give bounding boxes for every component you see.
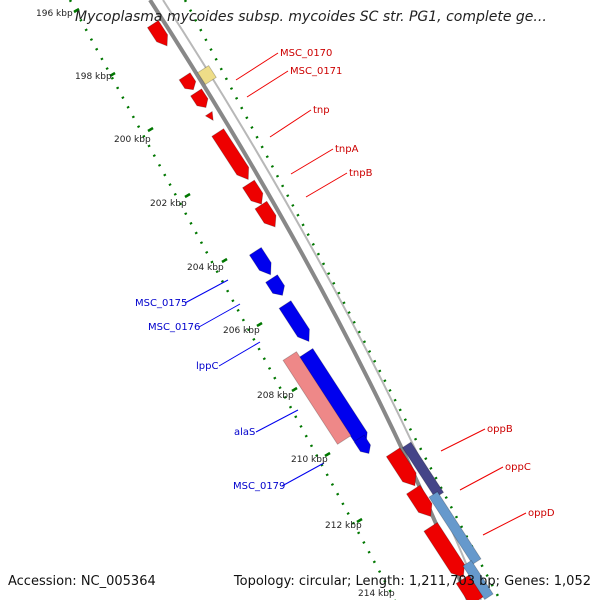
scale-tick-mark	[109, 71, 116, 78]
leader-line	[281, 462, 325, 487]
leader-line	[290, 148, 334, 175]
gene-label-oppc[interactable]: oppC	[505, 462, 531, 473]
gene-features	[146, 20, 494, 604]
scale-label-196: 196 kbp	[36, 9, 73, 19]
leader-line	[218, 341, 261, 367]
gene-feature[interactable]	[406, 484, 438, 521]
gene-label-lppc[interactable]: lppC	[196, 361, 218, 372]
scale-label-198: 198 kbp	[75, 72, 112, 82]
gene-feature[interactable]	[242, 179, 268, 208]
leader-line	[246, 70, 289, 98]
gene-feature[interactable]	[265, 274, 289, 299]
leader-line	[440, 428, 486, 452]
gene-feature[interactable]	[190, 88, 212, 111]
gene-label-oppd[interactable]: oppD	[528, 508, 555, 519]
gene-feature[interactable]	[278, 300, 315, 346]
scale-tick-mark	[256, 321, 263, 328]
scale-label-208: 208 kbp	[257, 391, 294, 401]
leader-line	[255, 409, 299, 433]
scale-label-200: 200 kbp	[114, 135, 151, 145]
scale-tick-mark	[324, 451, 331, 458]
gene-label-tnpa[interactable]: tnpA	[335, 144, 359, 155]
scale-label-210: 210 kbp	[291, 455, 328, 465]
leader-line	[198, 303, 241, 328]
scale-label-212: 212 kbp	[325, 521, 362, 531]
accession-info: Accession: NC_005364	[8, 574, 156, 589]
scale-ticks	[68, 0, 502, 601]
gene-label-msc-0171[interactable]: MSC_0171	[290, 66, 342, 77]
gene-feature[interactable]	[428, 491, 482, 565]
gene-label-msc-0175[interactable]: MSC_0175	[135, 298, 187, 309]
leader-line	[184, 279, 229, 304]
gene-label-oppb[interactable]: oppB	[487, 424, 513, 435]
gene-feature[interactable]	[146, 20, 172, 50]
scale-tick-mark	[291, 386, 298, 393]
gene-feature[interactable]	[423, 521, 470, 581]
sequence-backbone-inner	[162, 0, 482, 601]
map-title: Mycoplasma mycoides subsp. mycoides SC s…	[75, 9, 547, 25]
scale-label-214: 214 kbp	[358, 589, 395, 599]
sequence-backbone	[148, 0, 470, 601]
scale-tick-mark	[147, 126, 154, 133]
gene-label-msc-0170[interactable]: MSC_0170	[280, 48, 332, 59]
tick-line-left	[68, 0, 397, 601]
gene-feature[interactable]	[282, 351, 352, 445]
gene-feature[interactable]	[197, 65, 217, 85]
scale-tick-mark	[356, 517, 363, 524]
gene-feature[interactable]	[204, 110, 216, 122]
label-leaders	[184, 52, 527, 536]
gene-feature[interactable]	[385, 447, 421, 490]
gene-label-tnp[interactable]: tnp	[313, 105, 330, 116]
gene-feature[interactable]	[211, 128, 254, 184]
leader-line	[305, 172, 348, 198]
scale-label-206: 206 kbp	[223, 326, 260, 336]
gene-label-alas[interactable]: alaS	[234, 427, 255, 438]
leader-line	[235, 52, 279, 81]
gene-feature[interactable]	[248, 246, 277, 278]
gene-feature[interactable]	[353, 434, 374, 457]
scale-tick-mark	[184, 192, 191, 199]
gene-feature[interactable]	[178, 72, 199, 93]
leader-line	[459, 466, 504, 491]
gene-feature[interactable]	[462, 559, 494, 601]
scale-tick-mark	[221, 257, 228, 264]
genome-summary: Topology: circular; Length: 1,211,703 bp…	[233, 574, 591, 589]
leader-line	[269, 109, 312, 138]
scale-label-204: 204 kbp	[187, 263, 224, 273]
gene-label-msc-0176[interactable]: MSC_0176	[148, 322, 200, 333]
gene-label-msc-0179[interactable]: MSC_0179	[233, 481, 285, 492]
gene-feature[interactable]	[254, 200, 281, 230]
leader-line	[482, 512, 527, 536]
gene-label-tnpb[interactable]: tnpB	[349, 168, 373, 179]
scale-tick-mark	[73, 7, 80, 14]
scale-label-202: 202 kbp	[150, 199, 187, 209]
